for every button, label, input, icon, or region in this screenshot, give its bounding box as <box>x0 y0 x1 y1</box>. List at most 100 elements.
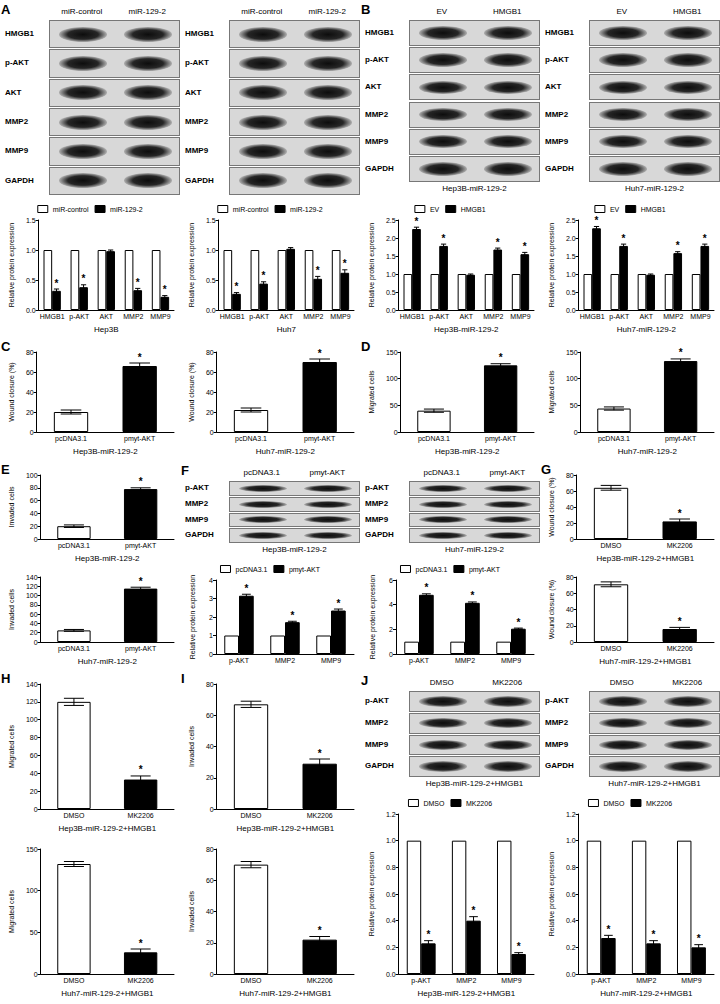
svg-text:0: 0 <box>394 429 398 436</box>
svg-text:Migrated cells: Migrated cells <box>8 889 16 933</box>
svg-text:*: * <box>138 352 142 363</box>
svg-text:Hep3B-miR-129-2: Hep3B-miR-129-2 <box>435 447 500 456</box>
svg-text:*: * <box>316 265 320 276</box>
svg-text:20: 20 <box>26 409 34 416</box>
svg-text:pcDNA3.1: pcDNA3.1 <box>418 435 450 443</box>
svg-text:*: * <box>442 233 446 244</box>
svg-text:0: 0 <box>34 639 38 646</box>
svg-text:0.5: 0.5 <box>206 277 216 284</box>
svg-text:80: 80 <box>206 681 214 688</box>
svg-text:MMP9: MMP9 <box>501 657 521 664</box>
svg-text:MMP2: MMP2 <box>456 977 476 984</box>
svg-text:0.5: 0.5 <box>386 289 396 296</box>
svg-text:0.8: 0.8 <box>386 864 396 871</box>
svg-text:*: * <box>424 582 428 593</box>
svg-text:*: * <box>235 281 239 292</box>
svg-text:*: * <box>426 929 430 940</box>
svg-text:p-AKT: p-AKT <box>609 313 630 321</box>
svg-text:p-AKT: p-AKT <box>409 657 430 665</box>
svg-text:DMSO: DMSO <box>603 800 625 807</box>
svg-text:HMGB1: HMGB1 <box>220 313 245 320</box>
svg-text:40: 40 <box>566 606 574 613</box>
svg-text:*: * <box>244 583 248 594</box>
svg-text:*: * <box>676 240 680 251</box>
svg-text:pmyt-AKT: pmyt-AKT <box>125 645 157 653</box>
svg-text:MMP2: MMP2 <box>275 657 295 664</box>
svg-text:80: 80 <box>206 349 214 356</box>
svg-text:Huh7-miR-129-2: Huh7-miR-129-2 <box>256 447 316 456</box>
svg-text:HMGB1: HMGB1 <box>641 206 666 213</box>
svg-text:80: 80 <box>566 574 574 581</box>
svg-text:150: 150 <box>566 349 578 356</box>
svg-text:4: 4 <box>209 577 213 584</box>
svg-text:Relative protein expression: Relative protein expression <box>368 852 376 937</box>
svg-text:40: 40 <box>26 389 34 396</box>
svg-text:1: 1 <box>209 632 213 639</box>
svg-text:*: * <box>139 938 143 949</box>
svg-text:100: 100 <box>26 716 38 723</box>
svg-text:DMSO: DMSO <box>63 812 85 819</box>
svg-text:80: 80 <box>26 349 34 356</box>
svg-text:MMP9: MMP9 <box>150 313 170 320</box>
svg-text:*: * <box>703 233 707 244</box>
svg-text:pmyt-AKT: pmyt-AKT <box>289 566 321 574</box>
svg-text:*: * <box>336 598 340 609</box>
svg-text:2: 2 <box>209 614 213 621</box>
svg-text:0: 0 <box>34 536 38 543</box>
svg-text:*: * <box>516 617 520 628</box>
svg-text:HMGB1: HMGB1 <box>461 206 486 213</box>
svg-text:EV: EV <box>430 206 440 213</box>
svg-text:2.5: 2.5 <box>566 217 576 224</box>
svg-text:1.0: 1.0 <box>206 247 216 254</box>
svg-text:MMP9: MMP9 <box>681 977 701 984</box>
svg-text:MMP9: MMP9 <box>501 977 521 984</box>
svg-text:0: 0 <box>210 429 214 436</box>
svg-text:pmyt-AKT: pmyt-AKT <box>665 435 697 443</box>
svg-text:120: 120 <box>26 698 38 705</box>
svg-text:*: * <box>139 476 143 487</box>
svg-text:Huh7-miR-129-2+HMGB1: Huh7-miR-129-2+HMGB1 <box>61 989 154 998</box>
svg-text:MK2206: MK2206 <box>667 542 693 549</box>
svg-text:Wound closure (%): Wound closure (%) <box>8 362 16 421</box>
svg-text:0: 0 <box>34 971 38 978</box>
svg-text:Hep3B-miR-129-2: Hep3B-miR-129-2 <box>75 554 140 563</box>
svg-text:4: 4 <box>389 601 393 608</box>
svg-text:150: 150 <box>26 846 38 853</box>
svg-text:Wound closure (%): Wound closure (%) <box>548 580 556 639</box>
svg-text:0.0: 0.0 <box>386 307 396 314</box>
svg-text:60: 60 <box>566 488 574 495</box>
svg-text:0.6: 0.6 <box>566 891 576 898</box>
svg-text:50: 50 <box>390 402 398 409</box>
svg-text:*: * <box>136 277 140 288</box>
svg-text:Huh7-miR-129-2+HMGB1: Huh7-miR-129-2+HMGB1 <box>239 989 332 998</box>
svg-text:20: 20 <box>566 622 574 629</box>
svg-text:Relative protein expression: Relative protein expression <box>189 575 197 660</box>
svg-text:0.2: 0.2 <box>566 944 576 951</box>
svg-text:120: 120 <box>26 583 38 590</box>
svg-text:DMSO: DMSO <box>241 812 263 819</box>
svg-text:*: * <box>318 748 322 759</box>
svg-text:Invaded cells: Invaded cells <box>8 486 15 527</box>
svg-text:0: 0 <box>570 536 574 543</box>
svg-text:miR-129-2: miR-129-2 <box>110 206 143 213</box>
svg-text:20: 20 <box>206 774 214 781</box>
svg-text:HMGB1: HMGB1 <box>400 313 425 320</box>
svg-text:40: 40 <box>30 620 38 627</box>
svg-text:*: * <box>697 933 701 944</box>
svg-text:Relative protein expression: Relative protein expression <box>369 575 377 660</box>
svg-text:50: 50 <box>30 929 38 936</box>
svg-text:60: 60 <box>566 590 574 597</box>
svg-text:MMP2: MMP2 <box>303 313 323 320</box>
svg-text:Hep3B-miR-129-2+HMGB1: Hep3B-miR-129-2+HMGB1 <box>597 554 695 563</box>
svg-text:Huh7: Huh7 <box>277 325 297 334</box>
svg-text:pcDNA3.1: pcDNA3.1 <box>235 435 267 443</box>
svg-text:pmyt-AKT: pmyt-AKT <box>124 435 156 443</box>
svg-text:HMGB1: HMGB1 <box>580 313 605 320</box>
svg-text:HMGB1: HMGB1 <box>40 313 65 320</box>
svg-text:*: * <box>343 258 347 269</box>
svg-text:MK2206: MK2206 <box>466 800 492 807</box>
svg-text:Relative protein expression: Relative protein expression <box>188 223 196 308</box>
svg-text:MMP9: MMP9 <box>330 313 350 320</box>
svg-text:40: 40 <box>566 504 574 511</box>
svg-text:Hep3B-miR-129-2+HMGB1: Hep3B-miR-129-2+HMGB1 <box>58 824 156 833</box>
